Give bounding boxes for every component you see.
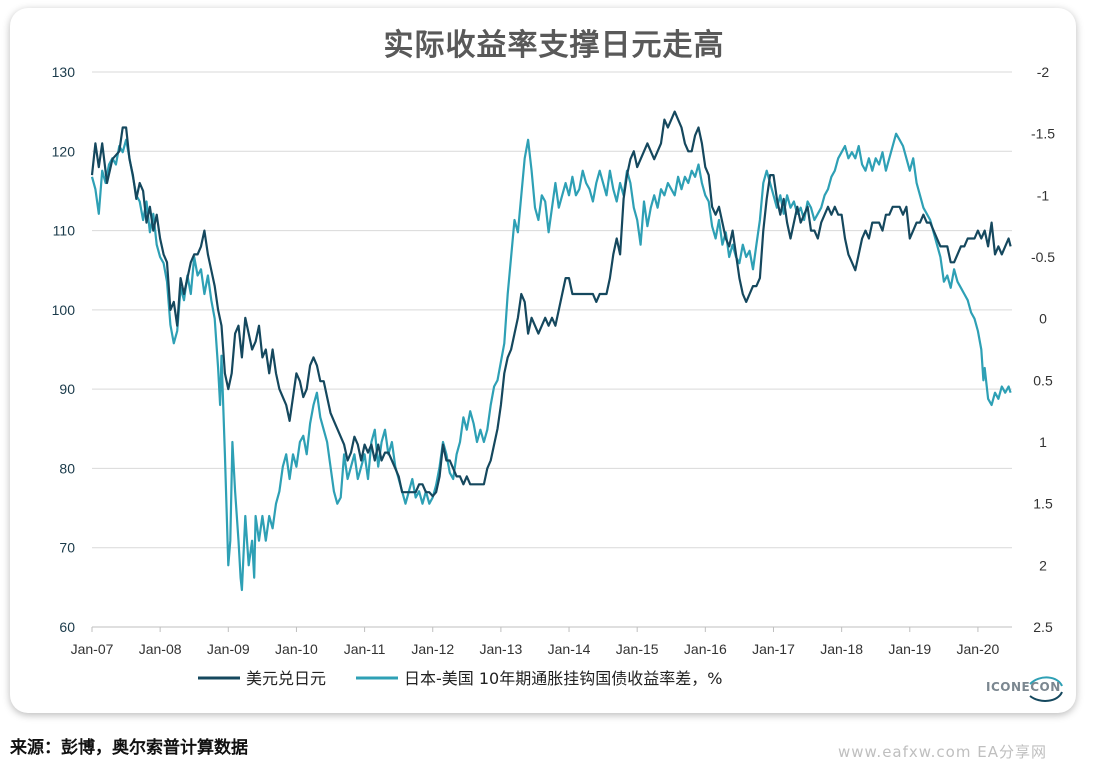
y-left-tick-label: 130 [52, 64, 76, 80]
iconecon-logo: ICONECON [986, 674, 1066, 704]
y-right-tick-label: 2.5 [1033, 619, 1053, 635]
y-right-tick-label: -0.5 [1031, 249, 1055, 265]
y-right-tick-label: -1.5 [1031, 126, 1055, 142]
y-right-tick-label: 2 [1039, 557, 1047, 573]
series-line-real-yield-spread [90, 132, 1012, 592]
chart-title: 实际收益率支撑日元走高 [383, 28, 725, 63]
x-tick-label: Jan-16 [684, 641, 727, 657]
source-note: 来源：彭博，奥尔索普计算数据 [10, 738, 248, 758]
y-right-tick-label: 0.5 [1033, 372, 1053, 388]
y-left-tick-label: 70 [59, 540, 75, 556]
y-left-tick-label: 100 [52, 302, 76, 318]
x-tick-label: Jan-08 [139, 641, 182, 657]
x-tick-label: Jan-07 [71, 641, 114, 657]
y-left-tick-label: 120 [52, 143, 76, 159]
y-left-tick-label: 80 [59, 460, 75, 476]
chart-panel [10, 8, 1076, 713]
x-tick-label: Jan-14 [548, 641, 591, 657]
y-left-tick-label: 90 [59, 381, 75, 397]
x-tick-label: Jan-10 [275, 641, 318, 657]
y-left-tick-label: 110 [53, 223, 76, 239]
y-right-tick-label: 0 [1039, 311, 1047, 327]
logo-text: ICONECON [986, 680, 1061, 694]
x-tick-label: Jan-12 [411, 641, 454, 657]
x-tick-label: Jan-19 [888, 641, 931, 657]
y-right-tick-label: -1 [1037, 187, 1050, 203]
x-tick-label: Jan-15 [616, 641, 659, 657]
logo-arc-icon [1029, 676, 1063, 702]
x-tick-label: Jan-11 [344, 641, 386, 657]
x-tick-label: Jan-13 [479, 641, 522, 657]
y-right-tick-label: 1 [1039, 434, 1047, 450]
x-tick-label: Jan-17 [752, 641, 795, 657]
x-tick-label: Jan-09 [207, 641, 250, 657]
y-right-tick-label: -2 [1037, 64, 1050, 80]
y-right-tick-label: 1.5 [1033, 496, 1053, 512]
legend-label-real-yield-spread: 日本-美国 10年期通胀挂钩国债收益率差，% [404, 669, 722, 688]
legend-label-usdjpy: 美元兑日元 [246, 669, 326, 688]
watermark: www.eafxw.com EA分享网 [838, 743, 1047, 761]
x-tick-label: Jan-20 [957, 641, 1000, 657]
y-left-tick-label: 60 [59, 619, 75, 635]
x-tick-label: Jan-18 [820, 641, 863, 657]
series-line-usdjpy [90, 110, 1012, 498]
